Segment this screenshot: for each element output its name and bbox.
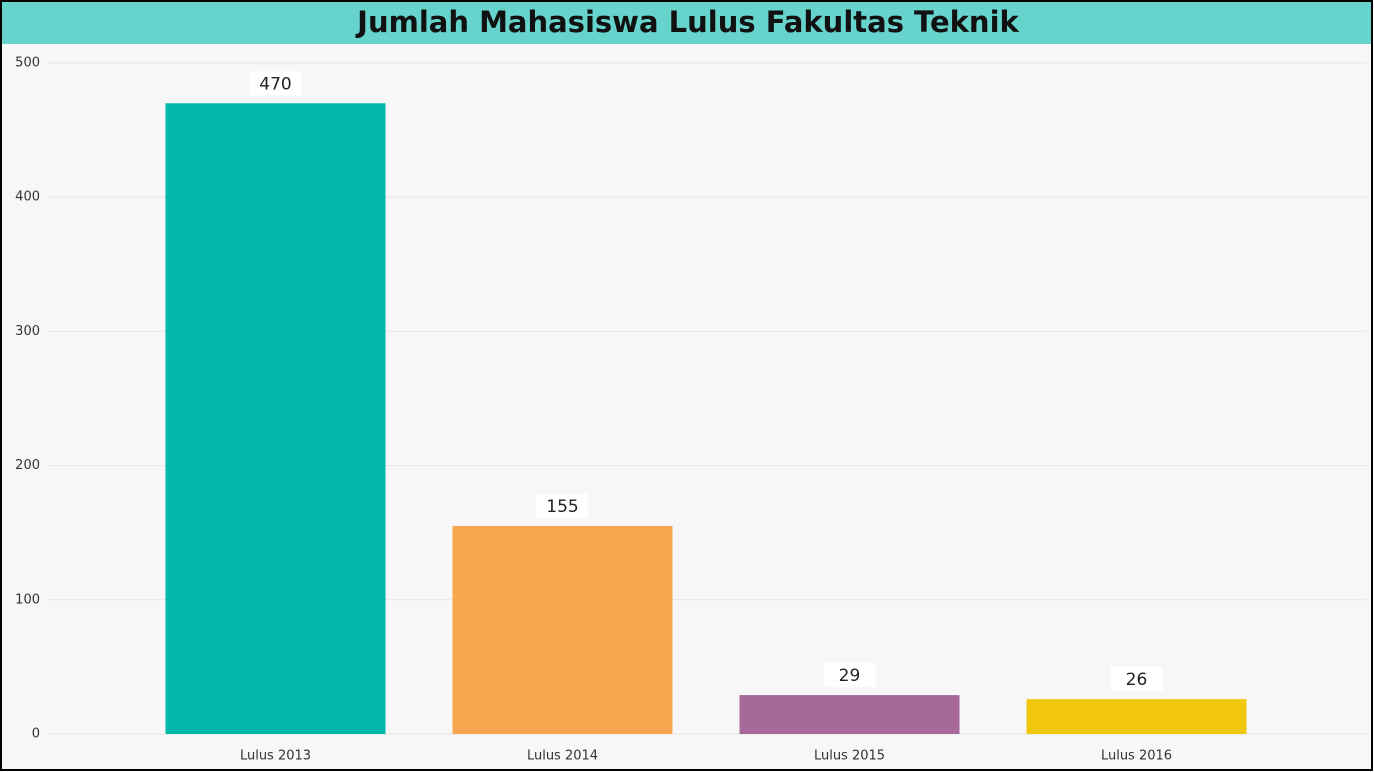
x-tick-label: Lulus 2016 <box>1101 749 1172 764</box>
value-label-bg <box>1110 667 1163 692</box>
x-tick-label: Lulus 2015 <box>814 749 885 764</box>
value-label-bg <box>249 71 302 96</box>
bar <box>165 103 386 734</box>
y-tick-label: 300 <box>15 324 40 339</box>
value-label-bg <box>536 493 589 518</box>
x-tick-label: Lulus 2013 <box>240 749 311 764</box>
x-tick-label: Lulus 2014 <box>527 749 598 764</box>
title-bar <box>2 2 1371 44</box>
y-tick-label: 200 <box>15 458 40 473</box>
bar <box>739 695 960 734</box>
value-label: 155 <box>546 497 578 517</box>
y-tick-label: 100 <box>15 592 40 607</box>
y-tick-label: 400 <box>15 190 40 205</box>
value-label: 26 <box>1126 670 1148 690</box>
value-label: 470 <box>259 74 291 94</box>
value-label: 29 <box>839 666 861 686</box>
y-tick-label: 500 <box>15 56 40 71</box>
value-label-bg <box>823 663 876 688</box>
chart-title: Jumlah Mahasiswa Lulus Fakultas Teknik <box>355 5 1019 39</box>
y-tick-label: 0 <box>32 727 40 742</box>
bar <box>1026 699 1247 734</box>
bar <box>452 525 673 734</box>
